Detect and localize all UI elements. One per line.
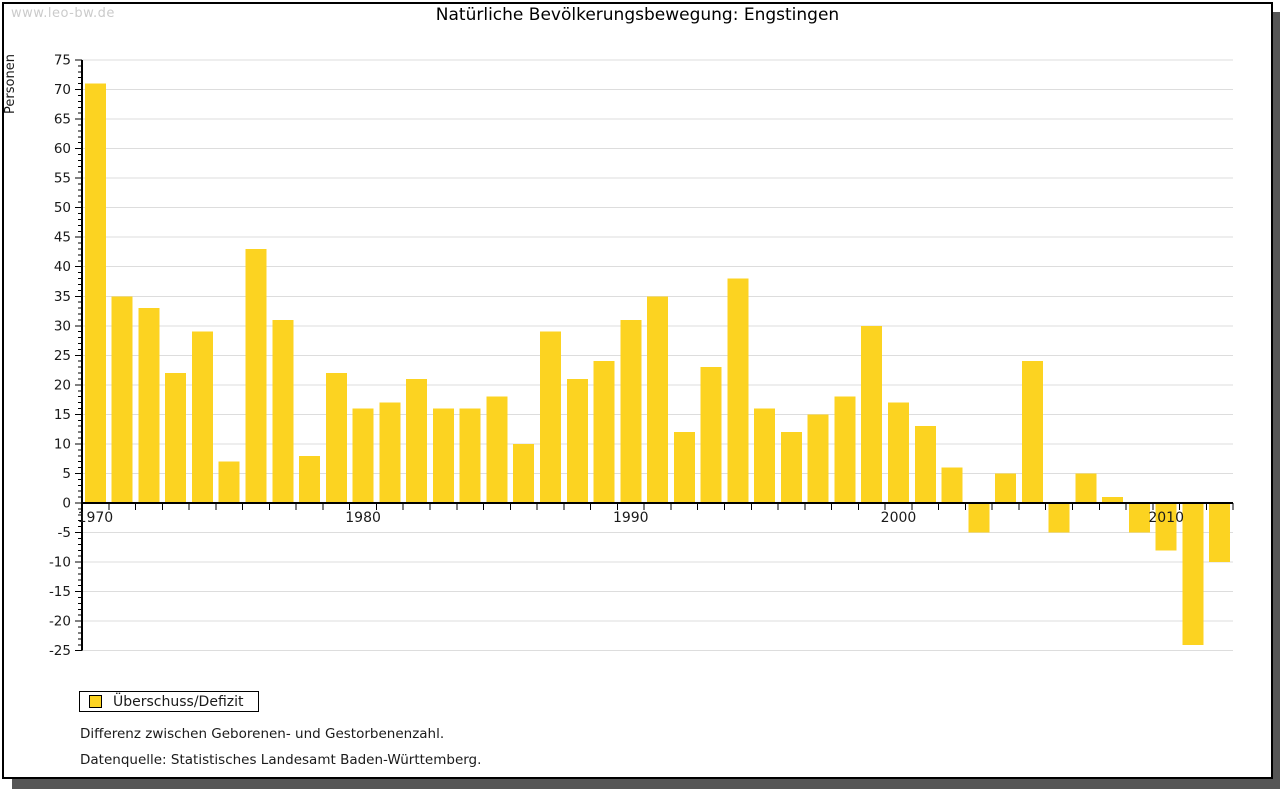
footnote-definition: Differenz zwischen Geborenen- und Gestor… [80, 726, 445, 742]
bar-2008 [1102, 497, 1124, 503]
bar-1990 [620, 319, 642, 503]
chart-title: Natürliche Bevölkerungsbewegung: Engstin… [435, 5, 840, 25]
bar-1988 [566, 378, 588, 503]
bar-1985 [486, 396, 508, 503]
y-tick-label-75: 75 [54, 53, 71, 69]
bar-1987 [539, 331, 561, 503]
legend-swatch [89, 695, 102, 708]
population-bar-chart: -25 -20 -15 -10 -5 0 5 10 15 20 25 30 35 40 45 50 55 60 65… [49, 53, 1234, 659]
bar-1986 [513, 443, 535, 503]
y-tick-label-5: 5 [62, 466, 71, 482]
y-tick-label--25: -25 [49, 643, 71, 659]
y-tick-label-35: 35 [54, 289, 71, 305]
bar-1978 [299, 455, 321, 503]
y-tick-label-70: 70 [54, 82, 71, 98]
bar-1996 [780, 432, 802, 503]
bar-1972 [138, 308, 160, 503]
y-tick-label-55: 55 [54, 171, 71, 187]
bar-2004 [995, 473, 1017, 503]
bar-1995 [754, 408, 776, 503]
x-tick-label-2010: 2010 [1148, 510, 1184, 526]
bar-2011 [1182, 503, 1204, 645]
bar-1992 [673, 432, 695, 503]
y-tick-label-20: 20 [54, 377, 71, 393]
y-tick-label-65: 65 [54, 112, 71, 128]
bar-2007 [1075, 473, 1097, 503]
bar-1982 [406, 378, 428, 503]
bar-2009 [1128, 503, 1150, 533]
page-frame: www.leo-bw.de Natürliche Bevölkerungsbew… [2, 2, 1273, 779]
x-tick-label-1980: 1980 [345, 510, 381, 526]
y-tick-label--10: -10 [49, 555, 71, 571]
bar-2006 [1048, 503, 1070, 533]
bar-1991 [647, 296, 669, 503]
bar-1970 [84, 83, 106, 504]
y-tick-label-45: 45 [54, 230, 71, 246]
y-tick-label--5: -5 [58, 525, 71, 541]
x-tick-label-1970: 1970 [78, 510, 114, 526]
y-tick-label-40: 40 [54, 259, 71, 275]
x-tick-label-2000: 2000 [881, 510, 917, 526]
bar-1976 [245, 249, 267, 503]
bar-1973 [165, 373, 187, 503]
bar-1983 [432, 408, 454, 503]
bar-1994 [727, 278, 749, 503]
bar-2001 [914, 426, 936, 503]
legend-box: Überschuss/Defizit [79, 691, 260, 712]
y-tick-label-0: 0 [62, 496, 71, 512]
bar-2010 [1155, 503, 1177, 551]
bar-2012 [1209, 503, 1231, 563]
footnote-source: Datenquelle: Statistisches Landesamt Bad… [80, 752, 482, 768]
bar-1971 [111, 296, 133, 503]
bar-1979 [325, 373, 347, 503]
y-tick-label-15: 15 [54, 407, 71, 423]
bar-1989 [593, 361, 615, 503]
bar-1975 [218, 461, 240, 503]
y-tick-label-60: 60 [54, 141, 71, 157]
bar-2002 [941, 467, 963, 503]
bar-1998 [834, 396, 856, 503]
legend-label: Überschuss/Defizit [113, 693, 244, 710]
bar-1999 [861, 325, 883, 503]
bar-2005 [1021, 361, 1043, 503]
y-tick-label--20: -20 [49, 614, 71, 630]
bar-1984 [459, 408, 481, 503]
watermark: www.leo-bw.de [11, 6, 115, 21]
y-tick-label-30: 30 [54, 318, 71, 334]
bar-2003 [968, 503, 990, 533]
bar-1977 [272, 319, 294, 503]
y-tick-label-10: 10 [54, 436, 71, 452]
bar-1981 [379, 402, 401, 503]
y-tick-label-25: 25 [54, 348, 71, 364]
bar-1993 [700, 367, 722, 503]
y-tick-label-50: 50 [54, 200, 71, 216]
bar-1980 [352, 408, 374, 503]
y-tick-label--15: -15 [49, 584, 71, 600]
bar-1974 [191, 331, 213, 503]
bar-2000 [887, 402, 909, 503]
x-tick-label-1990: 1990 [613, 510, 649, 526]
bar-1997 [807, 414, 829, 503]
